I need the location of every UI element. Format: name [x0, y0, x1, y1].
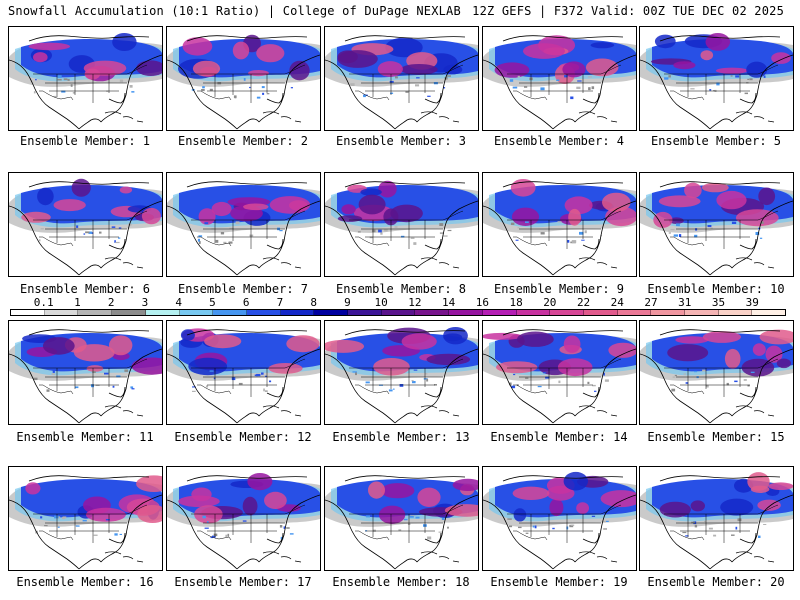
- ensemble-member-label: Ensemble Member: 2: [177, 134, 309, 148]
- colorbar-swatch: [381, 310, 416, 315]
- ensemble-map-panel: [8, 466, 163, 571]
- ensemble-member-label: Ensemble Member: 9: [493, 282, 625, 296]
- model-run-info: 12Z GEFS | F372 Valid: 00Z TUE DEC 02 20…: [472, 4, 784, 18]
- colorbar-tick-label: 10: [374, 296, 388, 309]
- ensemble-member-label: Ensemble Member: 4: [493, 134, 625, 148]
- ensemble-map-panel: [8, 26, 163, 131]
- colorbar-swatch: [213, 310, 247, 315]
- colorbar-tick-label: 18: [509, 296, 523, 309]
- colorbar-swatch: [685, 310, 719, 315]
- colorbar-swatch: [280, 310, 315, 315]
- colorbar-swatch: [415, 310, 450, 315]
- colorbar-labels: 0.1 1 2 3 4 5 6 7 8 9 10 12 14 16 18 20 22 24 27 31 35 39: [10, 296, 786, 309]
- colorbar-swatch: [112, 310, 146, 315]
- colorbar-tick-label: 22: [576, 296, 591, 309]
- colorbar-swatch: [516, 310, 551, 315]
- ensemble-map-panel: [8, 320, 163, 425]
- colorbar-swatch: [314, 310, 349, 315]
- colorbar-swatch: [718, 310, 753, 315]
- ensemble-map-panel: [166, 172, 321, 277]
- ensemble-map-panel: [482, 26, 637, 131]
- colorbar-tick-label: 31: [678, 296, 692, 309]
- colorbar-tick-label: 27: [644, 296, 658, 309]
- colorbar-tick-label: 14: [441, 296, 456, 309]
- ensemble-map-panel: [8, 172, 163, 277]
- ensemble-map-panel: [324, 320, 479, 425]
- ensemble-map-panel: [639, 466, 794, 571]
- colorbar-tick-label: 1: [74, 296, 81, 309]
- ensemble-member-label: Ensemble Member: 1: [19, 134, 151, 148]
- colorbar-tick-label: 6: [242, 296, 250, 309]
- colorbar-swatch: [179, 310, 214, 315]
- ensemble-member-label: Ensemble Member: 13: [332, 430, 470, 444]
- colorbar-tick-label: 39: [745, 296, 759, 309]
- ensemble-map-panel: [639, 320, 794, 425]
- colorbar-swatch: [752, 310, 786, 315]
- ensemble-member-label: Ensemble Member: 16: [16, 575, 154, 589]
- ensemble-map-panel: [482, 320, 637, 425]
- colorbar-tick-label: 8: [310, 296, 317, 309]
- ensemble-map-panel: [639, 26, 794, 131]
- ensemble-map-panel: [639, 172, 794, 277]
- colorbar-swatch: [78, 310, 113, 315]
- colorbar-tick-label: 12: [408, 296, 422, 309]
- colorbar-tick-label: 0.1: [33, 296, 54, 309]
- colorbar-swatch: [246, 310, 281, 315]
- ensemble-map-panel: [166, 320, 321, 425]
- ensemble-member-label: Ensemble Member: 20: [647, 575, 785, 589]
- colorbar-tick-label: 3: [141, 296, 149, 309]
- ensemble-member-label: Ensemble Member: 17: [174, 575, 312, 589]
- ensemble-member-label: Ensemble Member: 3: [335, 134, 467, 148]
- ensemble-member-label: Ensemble Member: 14: [490, 430, 628, 444]
- colorbar-swatch: [11, 310, 45, 315]
- colorbar-tick-label: 20: [543, 296, 557, 309]
- ensemble-member-label: Ensemble Member: 10: [647, 282, 785, 296]
- colorbar-swatch: [145, 310, 180, 315]
- colorbar-swatch: [617, 310, 652, 315]
- colorbar-swatch: [583, 310, 618, 315]
- colorbar-swatch: [348, 310, 382, 315]
- ensemble-member-label: Ensemble Member: 6: [19, 282, 151, 296]
- colorbar-tick-label: 24: [610, 296, 624, 309]
- ensemble-map-panel: [324, 172, 479, 277]
- ensemble-map-panel: [482, 172, 637, 277]
- colorbar-tick-label: 7: [276, 296, 284, 309]
- ensemble-member-label: Ensemble Member: 19: [490, 575, 628, 589]
- colorbar-swatch: [651, 310, 686, 315]
- colorbar-swatch: [44, 310, 79, 315]
- ensemble-member-label: Ensemble Member: 7: [177, 282, 309, 296]
- ensemble-member-label: Ensemble Member: 5: [650, 134, 782, 148]
- ensemble-member-label: Ensemble Member: 11: [16, 430, 154, 444]
- ensemble-map-panel: [482, 466, 637, 571]
- colorbar-swatch: [550, 310, 584, 315]
- ensemble-member-label: Ensemble Member: 12: [174, 430, 312, 444]
- colorbar-tick-label: 4: [175, 296, 182, 309]
- colorbar-tick-label: 35: [711, 296, 726, 309]
- colorbar-tick-label: 2: [107, 296, 115, 309]
- map-title: Snowfall Accumulation (10:1 Ratio) | Col…: [8, 4, 461, 18]
- colorbar-tick-label: 16: [475, 296, 489, 309]
- colorbar-swatch: [482, 310, 517, 315]
- ensemble-member-label: Ensemble Member: 18: [332, 575, 470, 589]
- ensemble-member-label: Ensemble Member: 15: [647, 430, 785, 444]
- colorbar-tick-label: 9: [344, 296, 351, 309]
- ensemble-map-panel: [166, 26, 321, 131]
- ensemble-map-panel: [324, 466, 479, 571]
- ensemble-member-label: Ensemble Member: 8: [335, 282, 467, 296]
- colorbar-swatch: [449, 310, 483, 315]
- ensemble-map-panel: [324, 26, 479, 131]
- ensemble-map-panel: [166, 466, 321, 571]
- colorbar-tick-label: 5: [209, 296, 216, 309]
- snowfall-colorbar: [10, 309, 786, 316]
